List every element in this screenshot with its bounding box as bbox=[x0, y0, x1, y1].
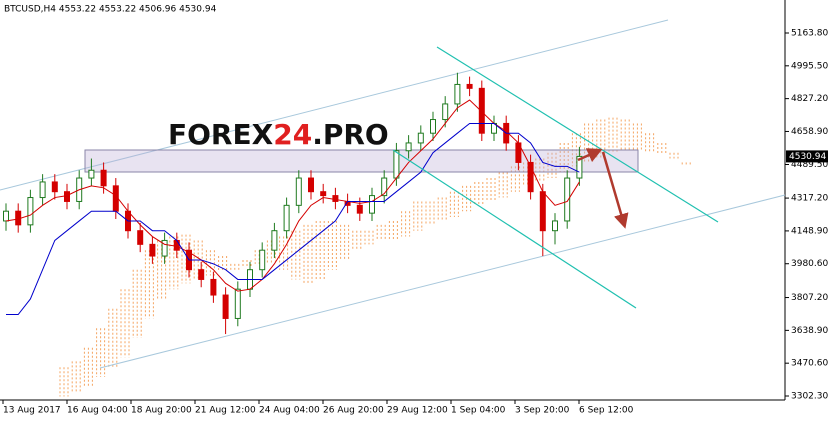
candle-body bbox=[64, 191, 70, 202]
y-tick-label: 4658.90 bbox=[791, 127, 828, 137]
candle-body bbox=[295, 177, 302, 206]
candle-body bbox=[454, 83, 461, 105]
channel-line bbox=[99, 194, 786, 369]
candle-body bbox=[88, 169, 95, 179]
candle-body bbox=[332, 195, 339, 202]
y-tick-label: 5163.80 bbox=[791, 28, 828, 38]
x-tick-label: 1 Sep 04:00 bbox=[451, 406, 506, 416]
candle-body bbox=[271, 230, 278, 251]
candle-body bbox=[27, 197, 34, 226]
arrow bbox=[601, 151, 629, 229]
y-tick-label: 3302.30 bbox=[791, 392, 828, 402]
candle-body bbox=[356, 204, 363, 214]
x-tick-label: 16 Aug 04:00 bbox=[67, 406, 128, 416]
price-label-box bbox=[786, 150, 828, 163]
y-tick-label: 3470.60 bbox=[791, 359, 828, 369]
candle-body bbox=[381, 177, 388, 197]
candle-body bbox=[222, 294, 229, 319]
candle-body bbox=[405, 142, 412, 152]
tenkan-line bbox=[5, 99, 580, 292]
candle-body bbox=[259, 249, 266, 271]
candle-body bbox=[3, 210, 9, 222]
candle-body bbox=[173, 239, 180, 251]
candle-body bbox=[552, 220, 558, 232]
candle-body bbox=[430, 119, 436, 134]
candle-body bbox=[564, 177, 571, 222]
watermark-part: 24 bbox=[273, 118, 312, 151]
candle-body bbox=[478, 87, 485, 134]
candle-body bbox=[539, 191, 546, 232]
candle-body bbox=[100, 169, 107, 187]
price-label: 4530.94 bbox=[789, 152, 826, 162]
candle-body bbox=[283, 204, 290, 232]
candle-body bbox=[137, 230, 144, 245]
y-tick-label: 4489.50 bbox=[791, 160, 828, 170]
candle-body bbox=[527, 161, 534, 193]
candle-body bbox=[466, 83, 473, 89]
plot bbox=[3, 72, 583, 335]
y-tick-label: 4148.90 bbox=[791, 226, 828, 236]
candle-body bbox=[393, 150, 400, 179]
x-tick-label: 13 Aug 2017 bbox=[3, 406, 61, 416]
candle-body bbox=[161, 239, 168, 257]
y-tick-label: 4827.20 bbox=[791, 94, 828, 104]
trend-line bbox=[392, 149, 637, 309]
x-tick-label: 29 Aug 12:00 bbox=[387, 406, 448, 416]
candle-body bbox=[308, 177, 314, 193]
y-tick-label: 3807.20 bbox=[791, 293, 828, 303]
candle-body bbox=[198, 269, 205, 280]
header: BTCUSD,H4 4553.22 4553.22 4506.96 4530.9… bbox=[4, 5, 217, 15]
watermark: FOREX24.PRO bbox=[168, 118, 389, 151]
candle-body bbox=[234, 288, 241, 319]
arrow bbox=[577, 148, 603, 162]
watermark-part: .PRO bbox=[312, 118, 389, 151]
candle-body bbox=[149, 243, 156, 257]
x-tick-label: 26 Aug 20:00 bbox=[323, 406, 384, 416]
y-tick-label: 4995.50 bbox=[791, 61, 828, 71]
x-tick-label: 24 Aug 04:00 bbox=[259, 406, 320, 416]
y-tick-label: 4317.20 bbox=[791, 194, 828, 204]
watermark-part: FOREX bbox=[168, 118, 274, 151]
candle-body bbox=[39, 181, 46, 199]
x-tick-label: 6 Sep 12:00 bbox=[579, 406, 634, 416]
candle-body bbox=[417, 132, 424, 144]
y-tick-label: 3638.90 bbox=[791, 326, 828, 336]
resistance-zone bbox=[84, 149, 639, 173]
candle-body bbox=[369, 195, 375, 214]
candle-body bbox=[51, 181, 58, 193]
candle-body bbox=[442, 103, 449, 121]
x-tick-label: 21 Aug 12:00 bbox=[195, 406, 256, 416]
x-tick-label: 3 Sep 20:00 bbox=[515, 406, 570, 416]
trend-line bbox=[436, 46, 719, 223]
x-tick-label: 18 Aug 20:00 bbox=[131, 406, 192, 416]
candle-body bbox=[576, 155, 583, 179]
candle-body bbox=[210, 278, 217, 296]
channel-line bbox=[0, 19, 669, 191]
candle-body bbox=[320, 191, 327, 197]
y-tick-label: 3980.60 bbox=[791, 259, 828, 269]
kijun-line bbox=[6, 122, 580, 316]
